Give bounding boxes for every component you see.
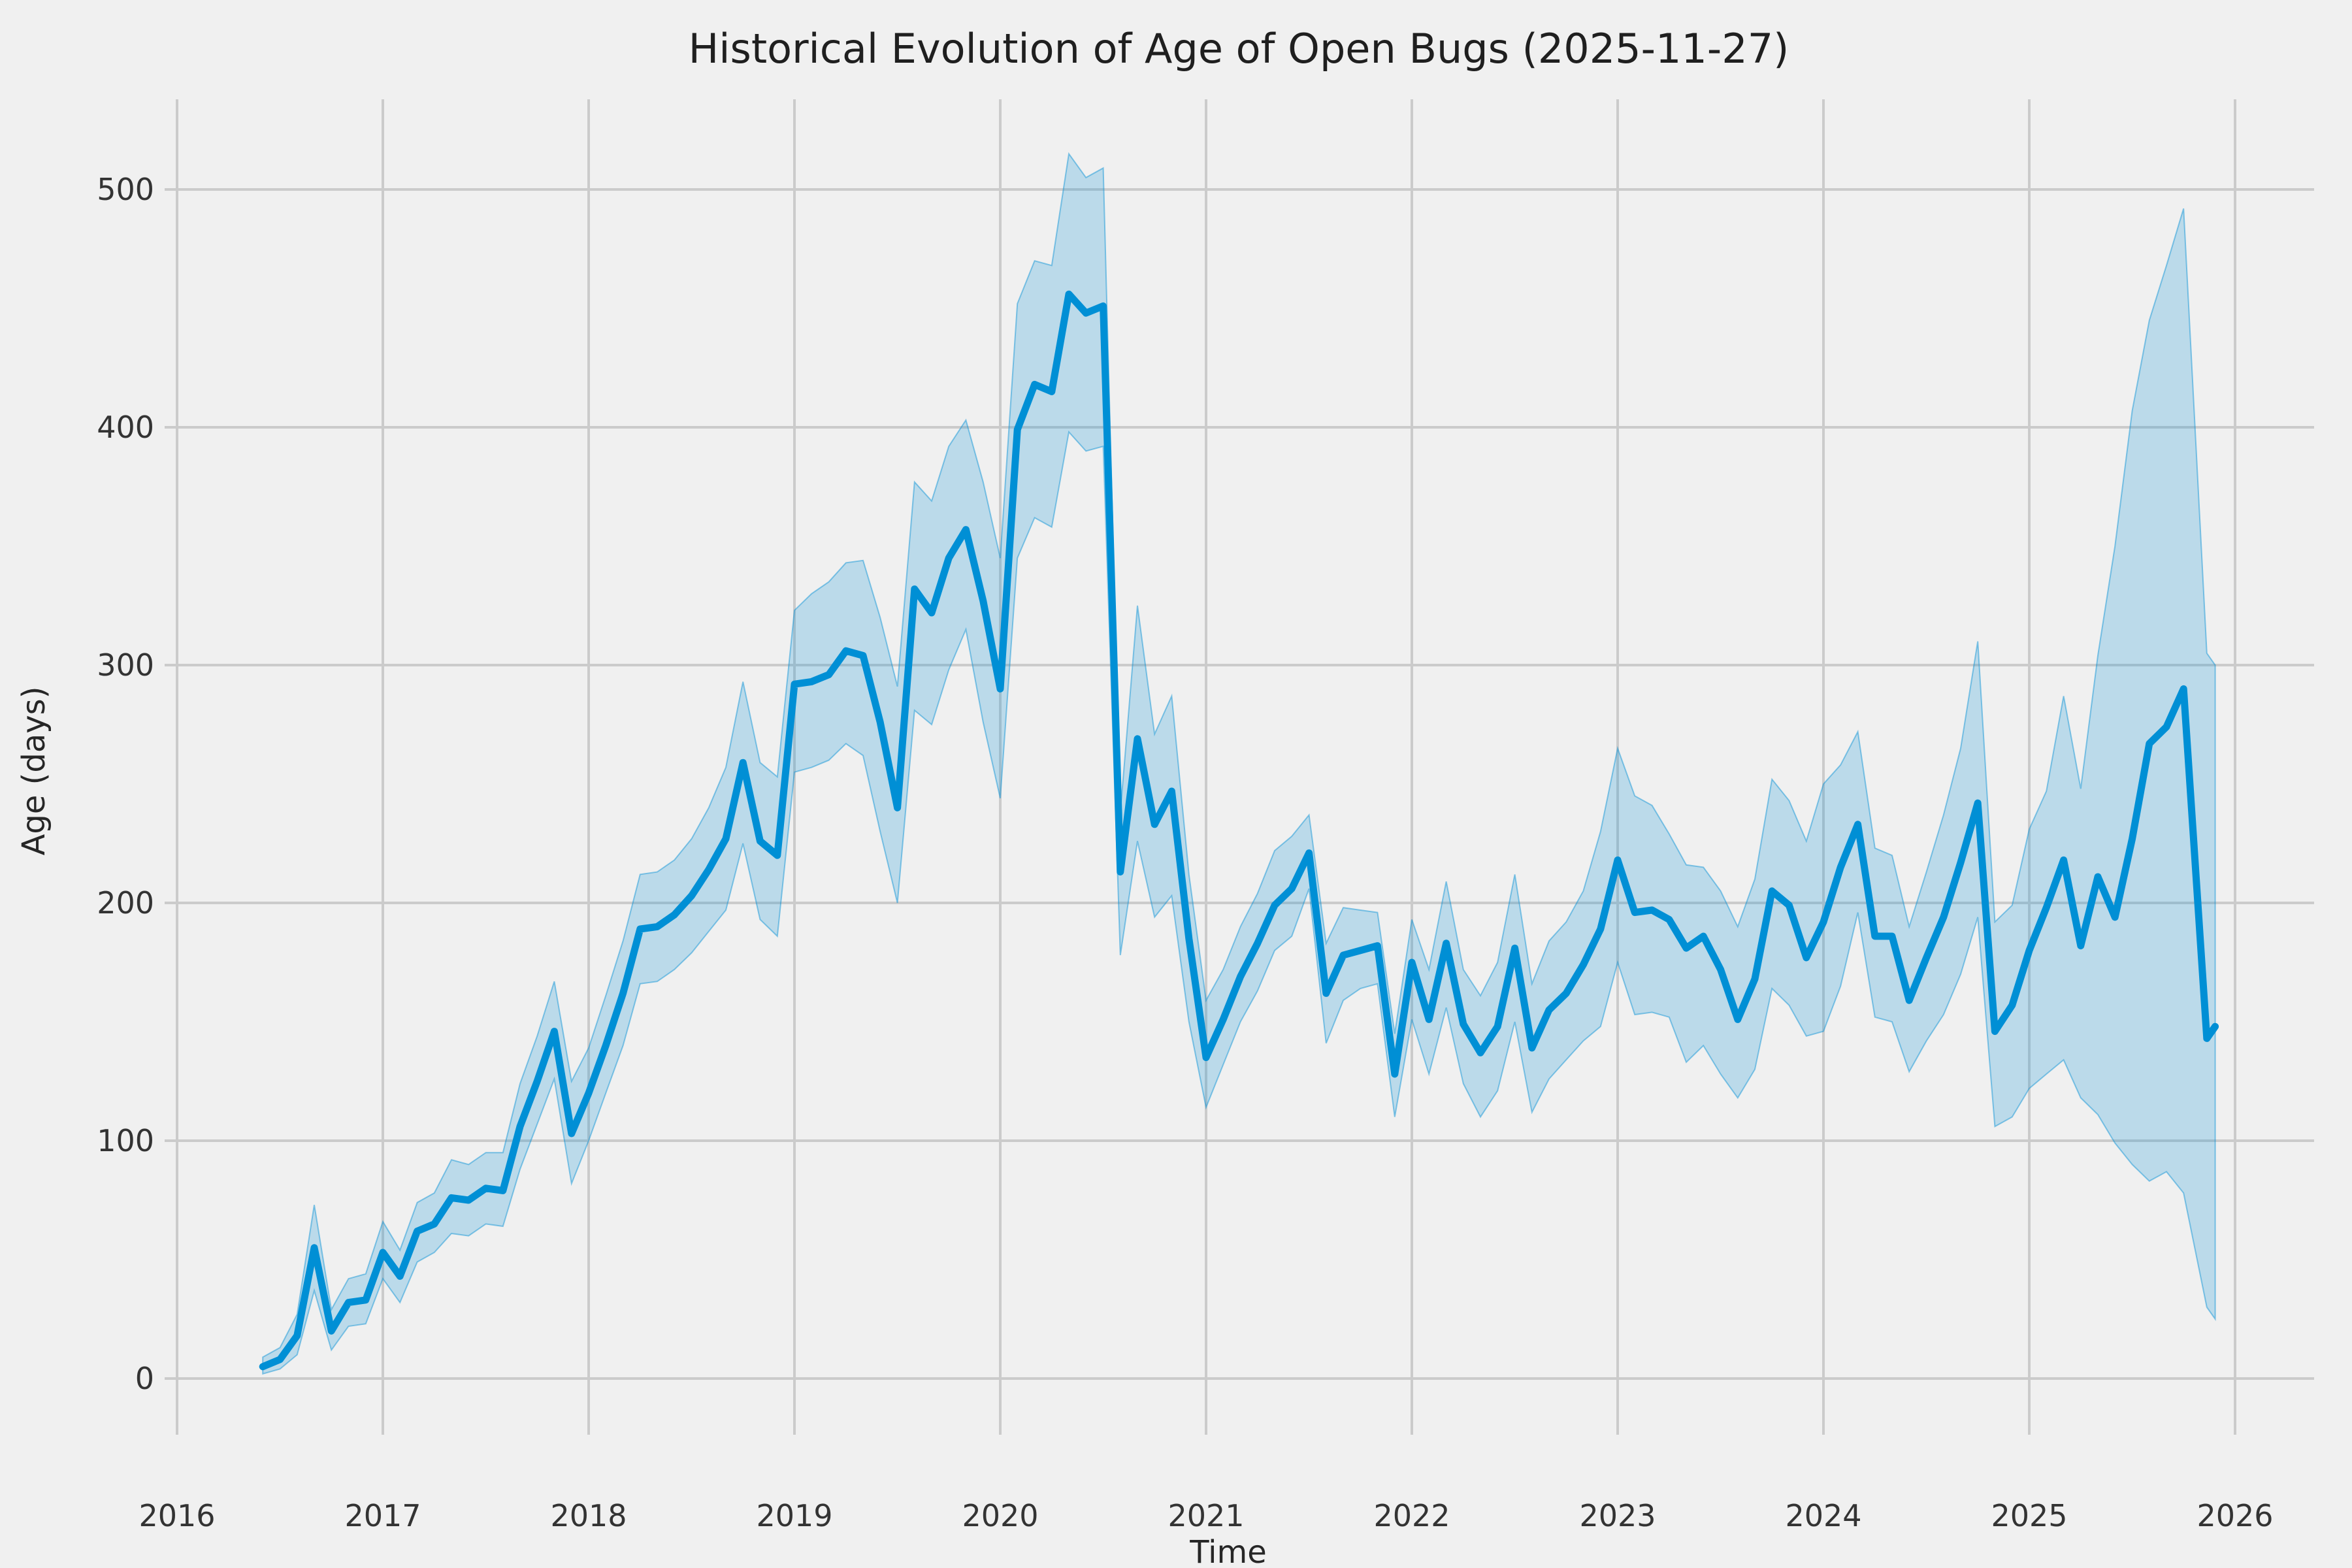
age-line bbox=[259, 290, 2219, 1371]
x-tick-label-2019: 2019 bbox=[756, 1498, 832, 1533]
y-tick-label-500: 500 bbox=[97, 172, 154, 207]
y-tick-label-400: 400 bbox=[97, 410, 154, 445]
x-tick-label-2024: 2024 bbox=[1785, 1498, 1861, 1533]
x-tick-label-2022: 2022 bbox=[1373, 1498, 1450, 1533]
x-tick-label-2025: 2025 bbox=[1991, 1498, 2067, 1533]
x-axis-label: Time bbox=[1189, 1534, 1266, 1568]
x-tick-label-2020: 2020 bbox=[962, 1498, 1038, 1533]
x-tick-label-2021: 2021 bbox=[1168, 1498, 1244, 1533]
y-tick-label-100: 100 bbox=[97, 1123, 154, 1158]
y-tick-label-0: 0 bbox=[135, 1361, 154, 1396]
gridlines bbox=[165, 99, 2314, 1435]
y-tick-label-200: 200 bbox=[97, 885, 154, 921]
x-tick-label-2018: 2018 bbox=[550, 1498, 627, 1533]
y-axis-tick-labels: 0 100 200 300 400 500 bbox=[97, 172, 154, 1396]
x-tick-label-2017: 2017 bbox=[344, 1498, 421, 1533]
chart-title: Historical Evolution of Age of Open Bugs… bbox=[689, 25, 1789, 73]
x-axis-tick-labels: 2016 2017 2018 2019 2020 2021 2022 2023 2024 2025… bbox=[139, 1498, 2273, 1533]
y-tick-label-300: 300 bbox=[97, 647, 154, 683]
x-tick-label-2016: 2016 bbox=[139, 1498, 215, 1533]
confidence-band bbox=[262, 152, 2216, 1375]
y-axis-label: Age (days) bbox=[16, 687, 52, 856]
x-tick-label-2026: 2026 bbox=[2197, 1498, 2273, 1533]
x-tick-label-2023: 2023 bbox=[1579, 1498, 1656, 1533]
